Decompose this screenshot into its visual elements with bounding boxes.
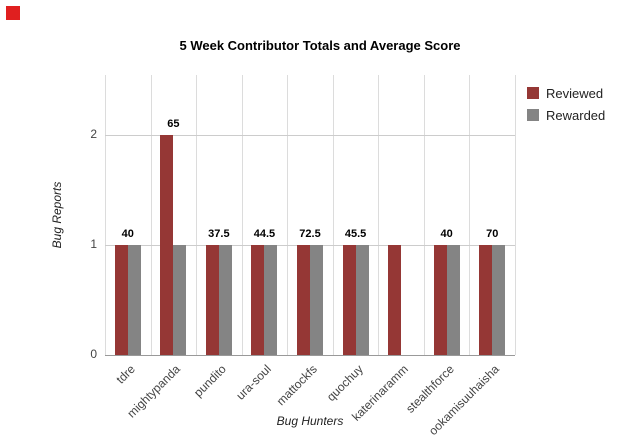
v-gridline	[378, 75, 380, 355]
bar-reviewed-quochuy[interactable]	[342, 245, 356, 355]
v-gridline	[241, 75, 243, 355]
legend-swatch-icon	[527, 109, 539, 121]
bar-reviewed-stealthforce[interactable]	[433, 245, 447, 355]
legend-item: Reviewed	[527, 82, 605, 104]
bar-rewarded-tdre[interactable]	[127, 245, 141, 355]
bar-rewarded-ookamisuuhaisha[interactable]	[492, 245, 506, 355]
v-gridline	[287, 75, 289, 355]
bar-rewarded-mattockfs[interactable]	[310, 245, 323, 355]
bar-value-label: 65	[167, 118, 180, 131]
plot-area: 0 1 2 40 tdre 65 mightypanda 37.5 pundito 44.5 ura…	[90, 75, 516, 438]
bar-value-label: 44.5	[253, 228, 276, 241]
bar-value-label: 72.5	[299, 228, 321, 241]
bar-value-label: 40	[121, 228, 134, 241]
bar-reviewed-ookamisuuhaisha[interactable]	[479, 245, 493, 355]
legend-swatch-icon	[527, 87, 539, 99]
bar-reviewed-mightypanda[interactable]	[160, 135, 174, 355]
x-category-label: ookamisuuhaisha	[426, 362, 503, 438]
bar-rewarded-stealthforce[interactable]	[446, 245, 460, 355]
y-axis-title: Bug Reports	[50, 181, 64, 249]
y-tick-label: 0	[90, 347, 97, 361]
bar-value-label: 70	[486, 228, 499, 241]
v-gridline	[332, 75, 334, 355]
bar-rewarded-pundito[interactable]	[218, 245, 232, 355]
v-gridline	[105, 75, 106, 355]
bar-value-label: 40	[440, 228, 453, 241]
legend-label: Rewarded	[546, 107, 606, 123]
bar-reviewed-pundito[interactable]	[205, 245, 219, 355]
legend-item: Rewarded	[527, 104, 605, 126]
v-gridline	[150, 75, 152, 355]
h-gridline	[105, 135, 515, 137]
v-gridline	[196, 75, 198, 355]
bar-rewarded-ura-soul[interactable]	[264, 245, 278, 355]
h-gridline	[105, 355, 515, 356]
bar-rewarded-quochuy[interactable]	[355, 245, 369, 355]
chart-title: 5 Week Contributor Totals and Average Sc…	[179, 38, 461, 53]
bar-reviewed-tdre[interactable]	[114, 245, 128, 355]
v-gridline	[423, 75, 425, 355]
v-gridline	[469, 75, 471, 355]
bar-reviewed-ura-soul[interactable]	[251, 245, 265, 355]
y-tick-label: 1	[90, 237, 97, 252]
v-gridline	[515, 75, 516, 355]
x-axis-title: Bug Hunters	[276, 414, 344, 428]
bar-rewarded-mightypanda[interactable]	[173, 245, 187, 355]
y-tick-label: 2	[90, 127, 97, 142]
red-square	[6, 6, 20, 20]
legend: Reviewed Rewarded	[527, 82, 605, 126]
bar-reviewed-mattockfs[interactable]	[297, 245, 310, 355]
legend-label: Reviewed	[546, 85, 604, 101]
bar-reviewed-katerinaramm[interactable]	[388, 245, 402, 355]
bar-value-label: 37.5	[208, 228, 230, 241]
bar-value-label: 45.5	[344, 228, 367, 241]
